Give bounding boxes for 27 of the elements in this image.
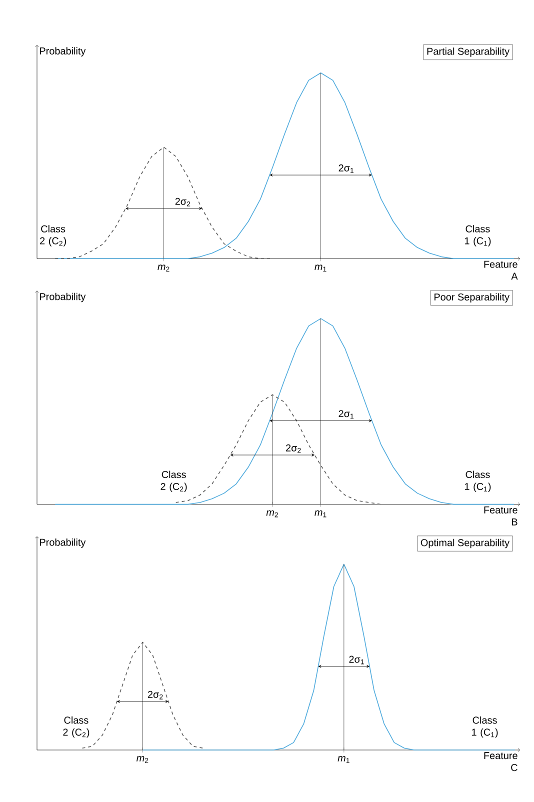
annotation: 2σ$_{1}$ [349,656,364,664]
series-label: Class 1 (C$_{1}$) [472,716,498,738]
chart-title: Partial Separability [427,48,510,57]
x-tick-label: m$_{2}$ [266,510,278,518]
x-axis-title: Feature A [484,260,518,280]
annotation: 2σ$_{2}$ [286,444,301,453]
series-label: Class 2 (C$_{2}$) [63,716,90,738]
annotation: 2σ$_{2}$ [175,198,190,206]
x-tick-label: m$_{1}$ [314,264,326,272]
series-label: Class 1 (C$_{1}$) [464,470,491,492]
x-tick-label: m$_{1}$ [314,510,326,518]
x-tick-label: m$_{2}$ [158,264,170,272]
y-axis-title: Probability [40,538,86,548]
annotation: 2σ$_{1}$ [338,164,354,173]
series-label: Class 1 (C$_{1}$) [464,225,491,246]
x-tick-label: m$_{2}$ [136,756,148,763]
x-axis-title: Feature B [484,506,518,526]
annotation: 2σ$_{1}$ [338,410,354,419]
annotation: 2σ$_{2}$ [148,690,163,700]
y-axis-title: Probability [40,292,86,302]
chart-title: Poor Separability [434,293,510,302]
chart-title: Optimal Separability [420,538,510,548]
x-tick-label: m$_{1}$ [338,756,350,763]
series-label: Class 2 (C$_{2}$) [160,470,187,492]
series-label: Class 2 (C$_{2}$) [40,225,66,246]
x-axis-title: Feature C [484,752,518,772]
y-axis-title: Probability [40,47,86,56]
